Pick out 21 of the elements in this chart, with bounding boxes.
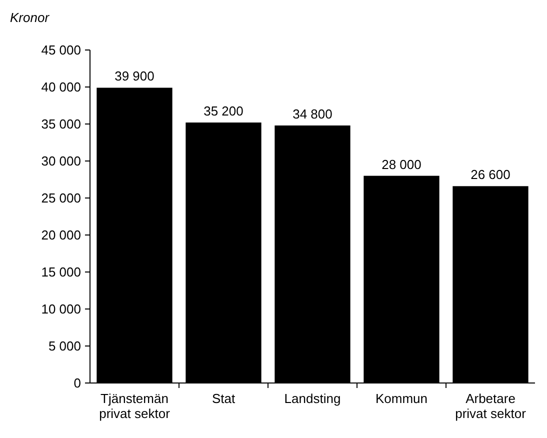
y-tick-label: 5 000	[48, 338, 81, 354]
data-label: 26 600	[470, 167, 510, 182]
data-label: 34 800	[292, 106, 332, 122]
x-tick-label: Tjänstemän privat sektor	[99, 391, 171, 421]
x-tick-label: Stat	[212, 391, 236, 406]
x-tick-label: Kommun	[375, 391, 428, 406]
data-label: 39 900	[114, 68, 154, 84]
x-tick-label: Landsting	[284, 391, 341, 406]
x-tick-label: Arbetare privat sektor	[455, 391, 527, 421]
y-tick-label: 35 000	[41, 116, 81, 132]
y-tick-label: 45 000	[41, 42, 81, 58]
y-tick-label: 10 000	[41, 302, 81, 317]
y-tick-label: 25 000	[41, 190, 81, 206]
data-label: 28 000	[382, 156, 422, 172]
data-label: 35 200	[204, 104, 244, 119]
y-tick-label: 20 000	[41, 228, 81, 243]
y-tick-label: 30 000	[41, 154, 81, 169]
y-tick-label: 0	[74, 376, 81, 391]
y-tick-label: 15 000	[41, 264, 81, 280]
y-axis-title: Kronor	[10, 10, 50, 25]
y-tick-label: 40 000	[41, 80, 81, 95]
